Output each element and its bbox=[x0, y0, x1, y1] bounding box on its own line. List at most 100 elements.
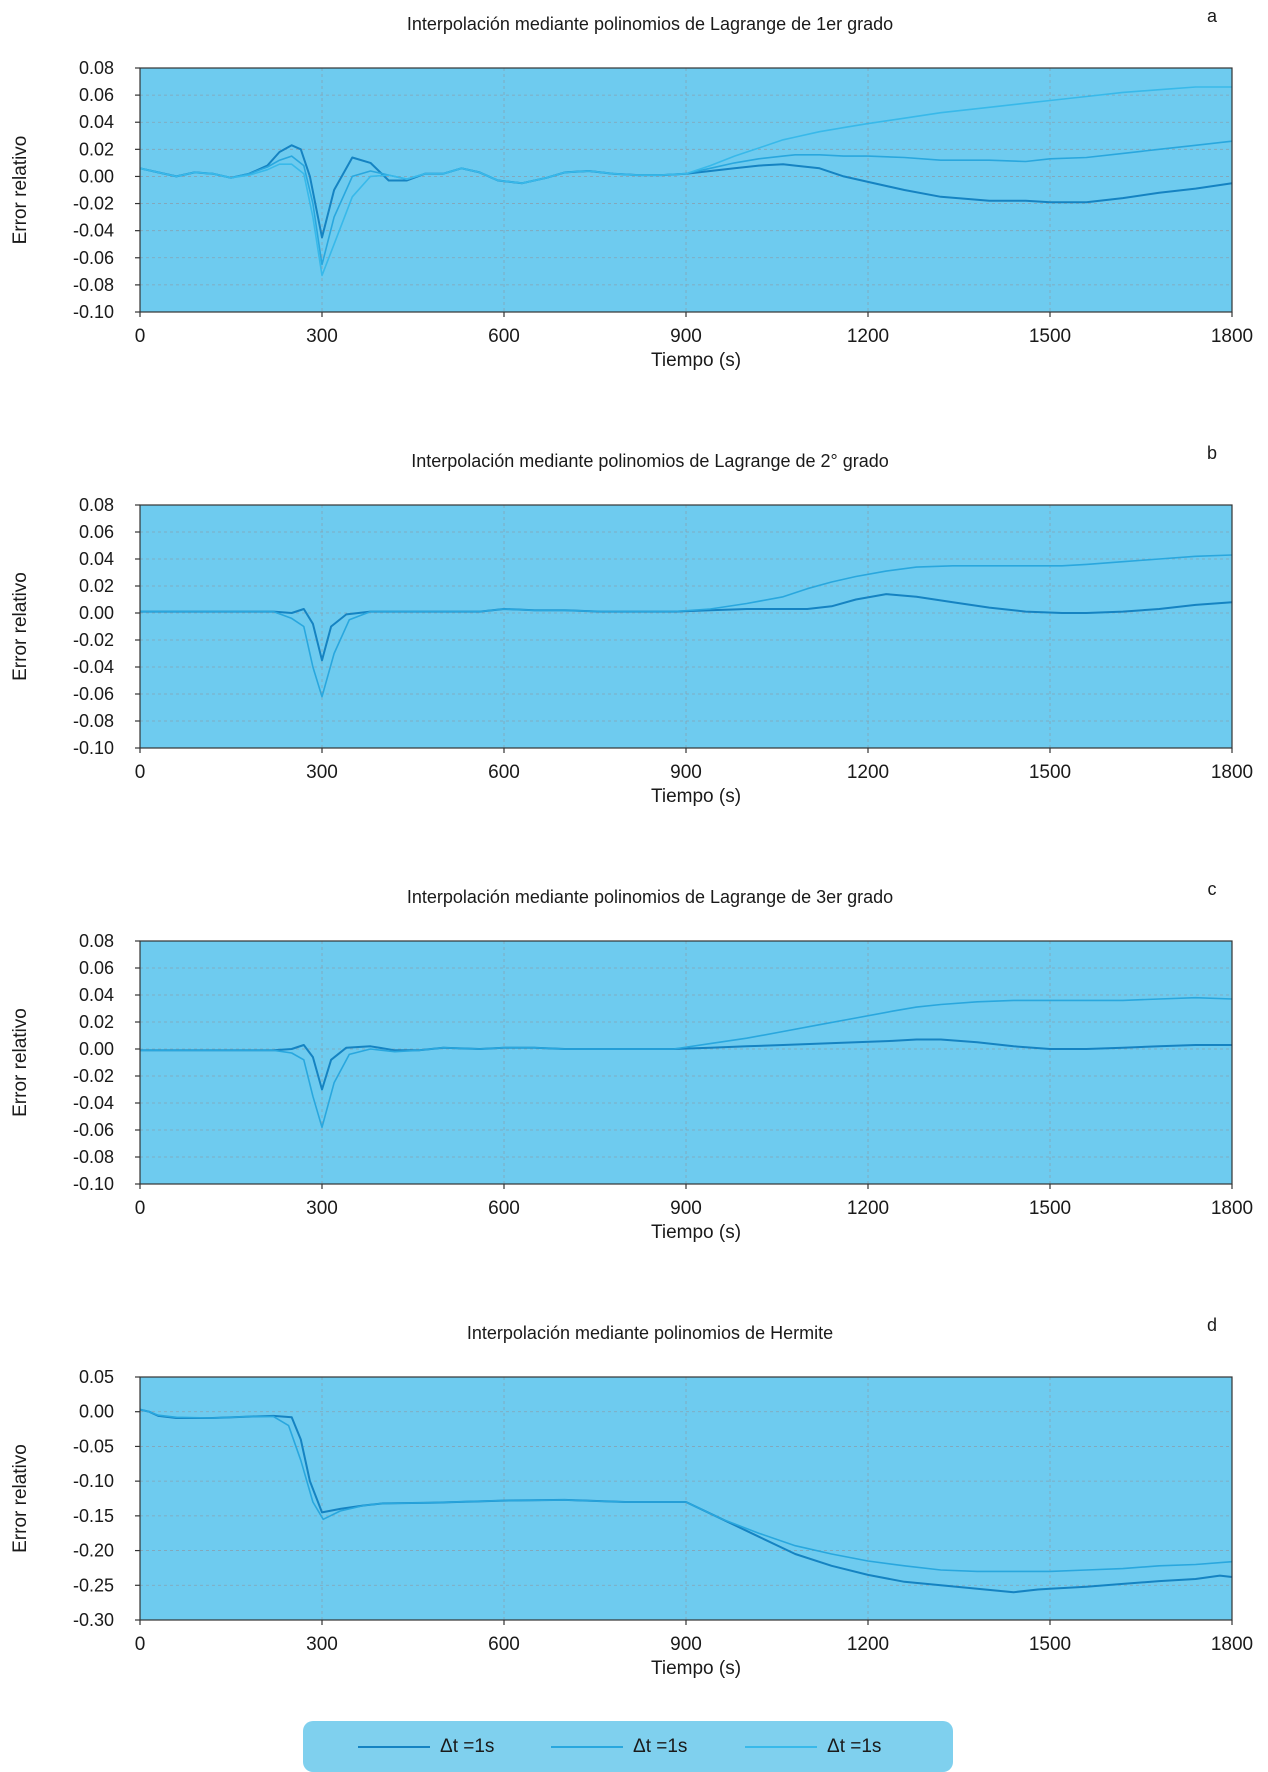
y-tick-label: 0.08 bbox=[79, 931, 114, 951]
panel-letter: c bbox=[1208, 879, 1217, 899]
x-axis-label: Tiempo (s) bbox=[651, 1222, 741, 1243]
y-tick-label: 0.06 bbox=[79, 85, 114, 105]
y-tick-label: -0.05 bbox=[73, 1436, 114, 1456]
x-tick-label: 1500 bbox=[1029, 1198, 1071, 1219]
x-tick-label: 1200 bbox=[847, 1198, 889, 1219]
legend-label: Δt =1s bbox=[440, 1735, 495, 1757]
legend-label: Δt =1s bbox=[827, 1735, 882, 1757]
y-tick-label: -0.06 bbox=[73, 248, 114, 268]
y-tick-label: 0.04 bbox=[79, 112, 114, 132]
x-axis-label: Tiempo (s) bbox=[651, 786, 741, 807]
y-tick-label: 0.05 bbox=[79, 1367, 114, 1387]
series-line-2 bbox=[139, 1408, 1233, 1573]
x-tick-label: 0 bbox=[135, 1634, 146, 1655]
y-tick-label: 0.04 bbox=[79, 549, 114, 569]
x-tick-label: 1200 bbox=[847, 1634, 889, 1655]
legend: Δt =1s Δt =1s Δt =1s bbox=[303, 1721, 953, 1772]
x-tick-label: 600 bbox=[488, 326, 520, 347]
x-tick-label: 600 bbox=[488, 762, 520, 783]
x-tick-label: 0 bbox=[135, 326, 146, 347]
y-tick-label: -0.10 bbox=[73, 738, 114, 758]
chart-title: Interpolación mediante polinomios de Lag… bbox=[411, 451, 889, 471]
legend-swatch bbox=[551, 1745, 623, 1748]
x-tick-label: 900 bbox=[670, 1198, 702, 1219]
x-tick-label: 900 bbox=[670, 762, 702, 783]
y-tick-label: -0.08 bbox=[73, 1147, 114, 1167]
y-tick-label: -0.10 bbox=[73, 302, 114, 322]
y-tick-label: -0.08 bbox=[73, 275, 114, 295]
chart-title: Interpolación mediante polinomios de Lag… bbox=[407, 887, 893, 907]
chart-panel-d: 0.05 0.00 -0.05 -0.10 -0.15 -0.20 -0.25 -0.30 0 3… bbox=[10, 1315, 1253, 1679]
y-tick-label: -0.10 bbox=[73, 1471, 114, 1491]
y-tick-label: 0.00 bbox=[79, 1402, 114, 1422]
x-tick-label: 1200 bbox=[847, 762, 889, 783]
panel-letter: b bbox=[1207, 443, 1217, 463]
y-tick-label: -0.20 bbox=[73, 1541, 114, 1561]
y-tick-label: 0.06 bbox=[79, 958, 114, 978]
series-line-3 bbox=[139, 86, 1232, 277]
legend-item: Δt =1s bbox=[551, 1721, 687, 1772]
chart-title: Interpolación mediante polinomios de Lag… bbox=[407, 14, 893, 34]
y-tick-label: -0.06 bbox=[73, 684, 114, 704]
chart-panel-a: 0.08 0.06 0.04 0.02 0.00 -0.02 -0.04 -0.06 -0.08… bbox=[10, 6, 1253, 371]
y-tick-label: 0.00 bbox=[79, 1039, 114, 1059]
x-tick-label: 1800 bbox=[1211, 1634, 1253, 1655]
y-tick-label: -0.10 bbox=[73, 1174, 114, 1194]
y-tick-label: -0.04 bbox=[73, 1093, 114, 1113]
legend-item: Δt =1s bbox=[358, 1721, 494, 1772]
chart-panel-c: 0.08 0.06 0.04 0.02 0.00 -0.02 -0.04 -0.06 -0.08… bbox=[10, 879, 1253, 1243]
y-tick-label: -0.02 bbox=[73, 194, 114, 214]
x-tick-label: 1800 bbox=[1211, 326, 1253, 347]
y-tick-label: -0.15 bbox=[73, 1506, 114, 1526]
y-tick-label: -0.25 bbox=[73, 1575, 114, 1595]
y-axis-label: Error relativo bbox=[10, 1008, 31, 1117]
y-axis-label: Error relativo bbox=[10, 572, 31, 681]
legend-label: Δt =1s bbox=[633, 1735, 688, 1757]
y-tick-label: 0.04 bbox=[79, 985, 114, 1005]
y-tick-label: -0.04 bbox=[73, 221, 114, 241]
series-line-2 bbox=[140, 554, 1233, 698]
x-axis-label: Tiempo (s) bbox=[651, 1658, 741, 1679]
y-tick-label: 0.06 bbox=[79, 522, 114, 542]
legend-item: Δt =1s bbox=[745, 1721, 881, 1772]
panel-letter: a bbox=[1207, 6, 1218, 26]
x-tick-label: 1800 bbox=[1211, 762, 1253, 783]
x-tick-label: 300 bbox=[306, 326, 338, 347]
y-axis-label: Error relativo bbox=[10, 136, 31, 245]
y-tick-label: 0.02 bbox=[79, 1012, 114, 1032]
x-tick-label: 900 bbox=[670, 326, 702, 347]
y-tick-label: 0.08 bbox=[79, 58, 114, 78]
series-line-2 bbox=[140, 996, 1233, 1129]
x-tick-label: 1500 bbox=[1029, 762, 1071, 783]
x-tick-label: 0 bbox=[135, 1198, 146, 1219]
y-tick-label: -0.02 bbox=[73, 1066, 114, 1086]
y-tick-label: -0.04 bbox=[73, 657, 114, 677]
y-tick-label: 0.02 bbox=[79, 576, 114, 596]
y-tick-label: 0.02 bbox=[79, 139, 114, 159]
x-tick-label: 300 bbox=[306, 762, 338, 783]
x-tick-label: 1800 bbox=[1211, 1198, 1253, 1219]
y-axis-label: Error relativo bbox=[10, 1444, 31, 1553]
y-tick-label: 0.00 bbox=[79, 166, 114, 186]
y-tick-label: 0.08 bbox=[79, 495, 114, 515]
chart-title: Interpolación mediante polinomios de Her… bbox=[467, 1323, 833, 1343]
panel-letter: d bbox=[1207, 1315, 1217, 1335]
y-tick-label: -0.30 bbox=[73, 1610, 114, 1630]
x-tick-label: 1500 bbox=[1029, 326, 1071, 347]
y-tick-label: -0.08 bbox=[73, 711, 114, 731]
x-tick-label: 1500 bbox=[1029, 1634, 1071, 1655]
x-tick-label: 300 bbox=[306, 1198, 338, 1219]
x-tick-label: 600 bbox=[488, 1634, 520, 1655]
legend-swatch bbox=[745, 1745, 817, 1748]
x-tick-label: 300 bbox=[306, 1634, 338, 1655]
legend-swatch bbox=[358, 1745, 430, 1748]
x-tick-label: 0 bbox=[135, 762, 146, 783]
x-tick-label: 900 bbox=[670, 1634, 702, 1655]
y-tick-label: -0.06 bbox=[73, 1120, 114, 1140]
y-tick-label: 0.00 bbox=[79, 603, 114, 623]
y-tick-label: -0.02 bbox=[73, 630, 114, 650]
x-tick-label: 1200 bbox=[847, 326, 889, 347]
x-tick-label: 600 bbox=[488, 1198, 520, 1219]
chart-panel-b: 0.08 0.06 0.04 0.02 0.00 -0.02 -0.04 -0.06 -0.08… bbox=[10, 443, 1253, 807]
